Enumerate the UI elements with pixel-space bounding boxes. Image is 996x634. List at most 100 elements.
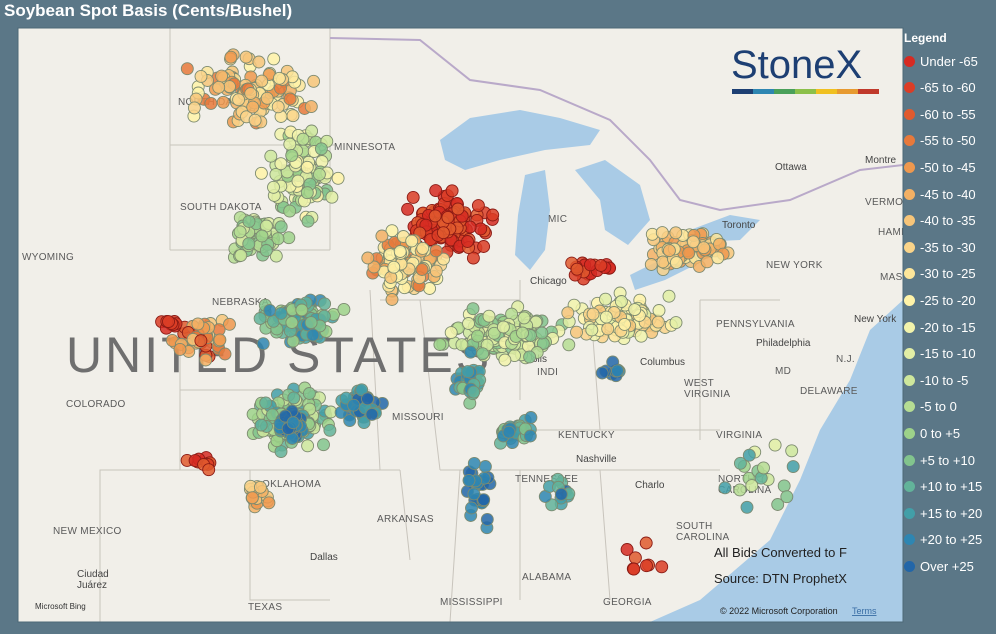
bid-dot — [232, 93, 246, 107]
terms-link[interactable]: Terms — [852, 606, 877, 616]
bid-dot — [269, 167, 283, 181]
bid-dot — [245, 491, 259, 505]
bid-dot — [640, 559, 653, 573]
legend-label: -50 to -45 — [920, 159, 976, 175]
bid-dot — [264, 149, 278, 163]
bid-dot — [554, 487, 568, 501]
legend-label: -40 to -35 — [920, 213, 976, 229]
legend-label: Over +25 — [920, 558, 974, 574]
bid-dot — [223, 317, 236, 331]
bid-dot — [259, 396, 273, 410]
map-label: COLORADO — [66, 399, 126, 410]
legend-item: -25 to -20 — [904, 292, 976, 308]
bid-dot — [296, 132, 310, 146]
bid-dot — [585, 323, 599, 337]
bid-dot — [282, 231, 296, 245]
map-label: WEST VIRGINIA — [684, 378, 730, 400]
bid-dot — [274, 306, 288, 320]
bid-dot — [300, 186, 314, 200]
bid-dot — [254, 418, 268, 432]
bid-dot — [614, 295, 628, 308]
bid-dot — [246, 100, 260, 114]
bid-dot — [361, 251, 375, 265]
bid-dot — [302, 387, 316, 400]
bid-dot — [516, 326, 529, 340]
legend-swatch — [904, 135, 915, 147]
bid-dot — [317, 438, 330, 452]
legend-label: -15 to -10 — [920, 346, 976, 362]
bid-dot — [651, 315, 665, 329]
bid-dot — [482, 309, 496, 323]
bid-dot — [467, 487, 481, 501]
bid-dot — [462, 317, 475, 330]
bid-dot — [733, 483, 747, 497]
bid-dot — [314, 142, 328, 156]
bid-dot — [285, 316, 299, 329]
bid-dot — [487, 326, 501, 340]
legend-label: +15 to +20 — [920, 505, 983, 521]
map-label: MISSOURI — [392, 412, 444, 423]
bid-dot — [242, 237, 256, 251]
bid-dot — [618, 317, 632, 331]
bid-dot — [300, 160, 314, 174]
bid-dot — [423, 282, 437, 295]
bid-dot — [271, 100, 285, 114]
legend-label: Under -65 — [920, 53, 978, 69]
bid-dot — [254, 166, 268, 180]
bid-dot — [466, 251, 480, 265]
bid-dot — [786, 460, 800, 474]
legend-swatch — [904, 294, 915, 306]
bid-dot — [315, 155, 329, 168]
bid-dot — [337, 302, 351, 316]
bid-dot — [474, 222, 488, 236]
bid-dot — [194, 334, 208, 348]
map-label: Ciudad Juárez — [77, 569, 109, 591]
bid-dot — [325, 190, 339, 204]
bid-dot — [285, 148, 299, 162]
bid-dot — [307, 74, 321, 88]
bid-dot — [465, 501, 478, 515]
map-label: GEORGIA — [603, 597, 652, 608]
legend-swatch — [904, 161, 915, 173]
legend-item: -50 to -45 — [904, 159, 976, 175]
map-label: ALABAMA — [522, 572, 571, 583]
bid-dot — [204, 96, 218, 110]
map-label: Toronto — [722, 220, 756, 231]
bid-dot — [242, 215, 256, 228]
bid-dot — [686, 235, 700, 249]
legend-swatch — [904, 55, 915, 67]
bid-dot — [405, 234, 419, 248]
bid-dot — [429, 264, 443, 278]
bid-dot — [187, 101, 201, 115]
map-label: Columbus — [640, 357, 685, 368]
bid-dot — [357, 416, 371, 430]
legend-item: -45 to -40 — [904, 186, 976, 202]
map-label: MISSISSIPPI — [440, 597, 503, 608]
bid-dot — [437, 252, 450, 266]
legend-label: -60 to -55 — [920, 106, 976, 122]
bid-dot — [255, 229, 269, 243]
logo-stripe — [774, 89, 795, 94]
bid-dot — [477, 240, 491, 253]
bid-dot — [586, 307, 600, 321]
bid-dot — [312, 167, 326, 181]
bid-dot — [274, 220, 288, 234]
logo: StoneX — [731, 43, 862, 87]
bid-dot — [343, 414, 357, 428]
map-label: MINNESOTA — [334, 142, 395, 153]
bid-dot — [244, 87, 258, 100]
legend-label: +20 to +25 — [920, 532, 983, 548]
legend-swatch — [904, 507, 915, 519]
logo-stripe — [837, 89, 858, 94]
legend-swatch — [904, 268, 915, 280]
legend-swatch — [904, 215, 915, 227]
legend-swatch — [904, 454, 915, 466]
bid-dot — [267, 52, 281, 66]
bid-dot — [304, 100, 318, 114]
bid-dot — [785, 444, 799, 458]
logo-stripe — [858, 89, 879, 94]
bid-dot — [599, 310, 613, 324]
legend-swatch — [904, 427, 915, 439]
bid-dot — [318, 297, 332, 311]
